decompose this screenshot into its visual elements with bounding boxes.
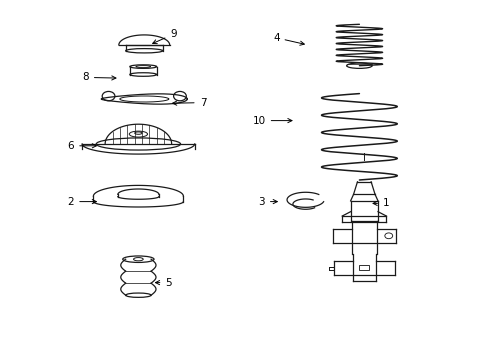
Bar bbox=[359, 265, 368, 270]
Text: 1: 1 bbox=[372, 198, 389, 208]
Text: 7: 7 bbox=[172, 98, 206, 108]
Text: 5: 5 bbox=[155, 278, 172, 288]
Text: 3: 3 bbox=[258, 197, 277, 207]
Text: 8: 8 bbox=[82, 72, 116, 82]
Text: 9: 9 bbox=[152, 29, 177, 44]
Text: 10: 10 bbox=[252, 116, 291, 126]
Text: 6: 6 bbox=[67, 141, 96, 151]
Text: 2: 2 bbox=[67, 197, 96, 207]
Text: 4: 4 bbox=[272, 33, 304, 45]
